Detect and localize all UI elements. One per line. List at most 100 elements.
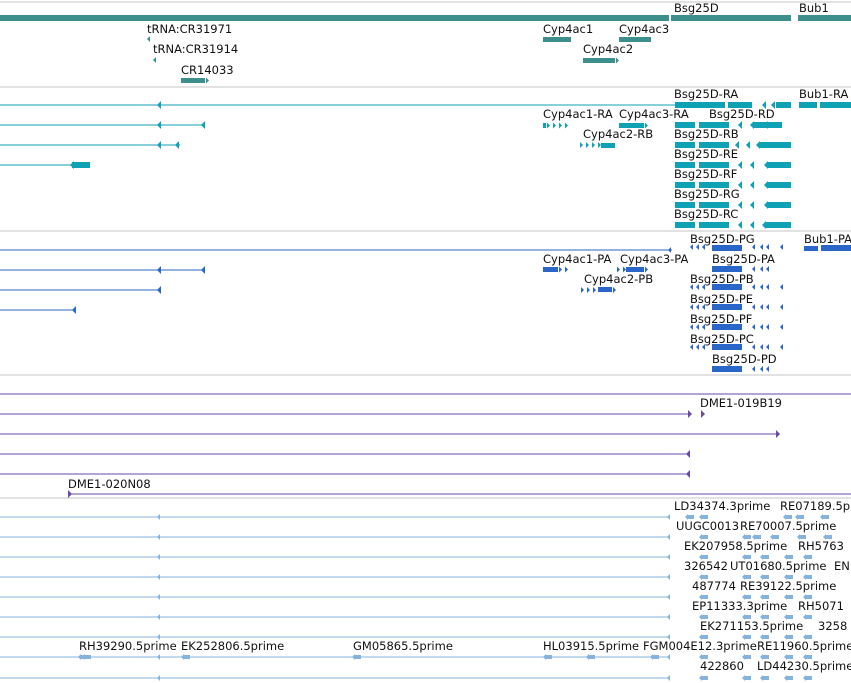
transcript-label-bsg25d-rc[interactable]: Bsg25D-RC	[674, 207, 739, 221]
est-label-ut01680[interactable]: UT01680.5prime	[730, 559, 827, 573]
strand-arrow-icon	[696, 284, 699, 290]
exon-block	[712, 266, 742, 272]
gene-label-cr14033[interactable]: CR14033	[181, 63, 234, 77]
est-block	[787, 615, 793, 619]
strand-arrow-icon	[766, 266, 769, 272]
transcript-label-cyp4ac1-ra[interactable]: Cyp4ac1-RA	[543, 107, 613, 121]
est-label-re39122[interactable]: RE39122.5prime	[740, 579, 837, 593]
strand-arrow-icon	[742, 675, 745, 681]
est-block	[826, 535, 832, 539]
protein-label-cyp4ac2-pb[interactable]: Cyp4ac2-PB	[584, 272, 654, 286]
exon-block	[675, 202, 695, 208]
est-block	[589, 655, 595, 659]
protein-label-bsg25d-pf[interactable]: Bsg25D-PF	[690, 312, 753, 326]
gene-label-cyp4ac1[interactable]: Cyp4ac1	[543, 22, 594, 36]
protein-label-bsg25d-pe[interactable]: Bsg25D-PE	[690, 292, 754, 306]
transcript-label-bub1-ra[interactable]: Bub1-RA	[799, 87, 849, 101]
transcript-label-cyp4ac2-rb[interactable]: Cyp4ac2-RB	[583, 127, 654, 141]
transcript-label-bsg25d-rf[interactable]: Bsg25D-RF	[674, 167, 738, 181]
strand-arrow-icon	[750, 161, 754, 169]
transcript-label-bsg25d-rg[interactable]: Bsg25D-RG	[674, 187, 740, 201]
protein-label-bsg25d-pa[interactable]: Bsg25D-PA	[712, 252, 775, 266]
transcript-label-bsg25d-ra[interactable]: Bsg25D-RA	[674, 87, 739, 101]
strand-arrow-icon	[784, 554, 787, 560]
strand-arrow-icon	[699, 554, 702, 560]
exon-block	[712, 366, 742, 372]
gene-label-trna-cr31914[interactable]: tRNA:CR31914	[153, 42, 239, 56]
est-block	[745, 655, 751, 659]
est-label-ld34374[interactable]: LD34374.3prime	[674, 499, 771, 513]
strand-arrow-icon	[201, 266, 205, 274]
est-label-gm05865[interactable]: GM05865.5prime	[353, 639, 453, 653]
protein-label-bub1-pa[interactable]: Bub1-PA	[804, 232, 851, 246]
exon-block	[675, 222, 695, 228]
est-block	[763, 635, 769, 639]
est-label-re07189[interactable]: RE07189.5p	[780, 499, 851, 513]
est-label-uugc0013[interactable]: UUGC0013	[676, 519, 740, 533]
gene-label-bub1[interactable]: Bub1	[799, 1, 829, 15]
protein-label-cyp4ac3-pa[interactable]: Cyp4ac3-PA	[620, 252, 689, 266]
est-label-ek252806[interactable]: EK252806.5prime	[181, 639, 285, 653]
est-label-rh5763[interactable]: RH5763	[798, 539, 844, 553]
est-label-rh39290[interactable]: RH39290.5prime	[79, 639, 177, 653]
est-block	[786, 515, 792, 519]
transcript-label-bsg25d-rb[interactable]: Bsg25D-RB	[674, 127, 739, 141]
strand-arrow-icon	[803, 614, 806, 620]
strand-arrow-icon	[201, 121, 205, 129]
clone-label-dme1-019b19[interactable]: DME1-019B19	[700, 396, 782, 410]
est-block	[773, 535, 779, 539]
strand-arrow-icon	[760, 344, 763, 350]
est-label-ld44230[interactable]: LD44230.5prime	[757, 659, 851, 673]
strand-arrow-icon	[667, 675, 670, 681]
exon-block	[766, 222, 791, 228]
exon-block	[675, 182, 695, 188]
strand-arrow-icon	[760, 614, 763, 620]
transcript-label-bsg25d-re[interactable]: Bsg25D-RE	[674, 147, 739, 161]
est-label-re70007[interactable]: RE70007.5prime	[740, 519, 837, 533]
est-block	[798, 515, 804, 519]
strand-arrow-icon	[750, 201, 754, 209]
strand-arrow-icon	[702, 244, 705, 250]
est-label-fgm004e12[interactable]: FGM004E12.3prime	[643, 639, 757, 653]
strand-arrow-icon	[592, 142, 595, 148]
strand-arrow-icon	[760, 594, 763, 600]
transcript-label-cyp4ac3-ra[interactable]: Cyp4ac3-RA	[619, 107, 689, 121]
strand-arrow-icon	[668, 247, 671, 253]
transcript-label-bsg25d-rd[interactable]: Bsg25D-RD	[709, 107, 775, 121]
est-label-487774[interactable]: 487774	[692, 579, 736, 593]
strand-arrow-icon	[667, 654, 670, 660]
strand-arrow-icon	[686, 470, 690, 478]
strand-arrow-icon	[752, 324, 755, 330]
strand-arrow-icon	[690, 304, 693, 310]
protein-label-bsg25d-pg[interactable]: Bsg25D-PG	[690, 232, 755, 246]
est-label-422860[interactable]: 422860	[700, 659, 744, 673]
strand-arrow-icon	[157, 534, 160, 540]
exon-block	[699, 162, 729, 168]
est-label-3258[interactable]: 3258	[818, 619, 848, 633]
gene-label-trna-cr31971[interactable]: tRNA:CR31971	[147, 22, 233, 36]
strand-arrow-icon	[667, 534, 670, 540]
protein-label-bsg25d-pb[interactable]: Bsg25D-PB	[690, 272, 754, 286]
est-label-ep11333[interactable]: EP11333.3prime	[692, 599, 788, 613]
est-label-re11960[interactable]: RE11960.5prime	[757, 639, 851, 653]
strand-arrow-icon	[766, 344, 769, 350]
protein-label-bsg25d-pd[interactable]: Bsg25D-PD	[712, 352, 777, 366]
est-label-rh5071[interactable]: RH5071	[798, 599, 844, 613]
est-label-ek207958[interactable]: EK207958.5prime	[684, 539, 788, 553]
protein-label-cyp4ac1-pa[interactable]: Cyp4ac1-PA	[543, 252, 612, 266]
gene-label-cyp4ac2[interactable]: Cyp4ac2	[583, 42, 634, 56]
gene-label-bsg25d[interactable]: Bsg25D	[674, 1, 719, 15]
est-block	[653, 655, 659, 659]
est-label-ek271153[interactable]: EK271153.5prime	[700, 619, 804, 633]
protein-label-bsg25d-pc[interactable]: Bsg25D-PC	[690, 332, 754, 346]
strand-arrow-icon	[699, 574, 702, 580]
est-block	[702, 555, 708, 559]
clone-label-dme1-020n08[interactable]: DME1-020N08	[68, 477, 151, 491]
est-block	[763, 676, 769, 680]
est-block	[806, 575, 812, 579]
est-label-hl03915[interactable]: HL03915.5prime	[543, 639, 640, 653]
gene-label-cyp4ac3[interactable]: Cyp4ac3	[619, 22, 670, 36]
est-label-en[interactable]: EN	[834, 559, 850, 573]
est-label-326542[interactable]: 326542	[684, 559, 728, 573]
exon-block	[799, 102, 817, 108]
